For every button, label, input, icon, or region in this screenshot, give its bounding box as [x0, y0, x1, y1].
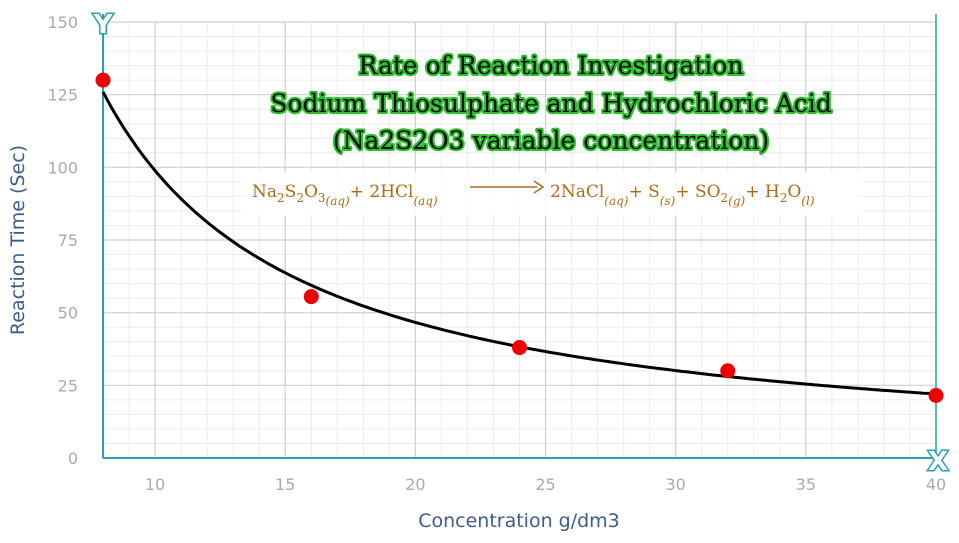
- equation-reactants: Na2​S2​O3(aq)​+ 2HCl(aq)​: [252, 182, 438, 208]
- y-tick-label: 125: [47, 86, 78, 105]
- x-tick-labels: 10 15 20 25 30 35 40: [145, 475, 946, 494]
- chemical-equation: Na2​S2​O3(aq)​+ 2HCl(aq)​2NaCl(aq)​+ S(s…: [243, 172, 861, 216]
- equation-term: + S: [628, 182, 659, 202]
- x-tick-label: 10: [145, 475, 165, 494]
- equation-term: Na: [252, 182, 277, 202]
- data-points: [95, 72, 944, 404]
- y-tick-label: 0: [68, 449, 78, 468]
- data-point: [95, 72, 111, 88]
- x-tick-label: 20: [405, 475, 425, 494]
- equation-state: (g): [728, 194, 745, 208]
- equation-term: O: [304, 182, 318, 202]
- equation-state: (aq): [413, 194, 438, 208]
- equation-subscript: 2: [721, 191, 729, 205]
- chart-title-line: (Na2S2O3 variable concentration): [333, 126, 769, 155]
- equation-term: + SO: [675, 182, 720, 202]
- equation-term: + 2HCl: [350, 182, 414, 202]
- equation-subscript: 2: [296, 191, 304, 205]
- chart-title: Rate of Reaction Investigation Sodium Thi…: [268, 49, 833, 157]
- x-tick-label: 15: [275, 475, 295, 494]
- equation-state: (l): [801, 194, 815, 208]
- x-tick-label: 35: [796, 475, 816, 494]
- x-axis-handle-icon: X: [928, 447, 948, 477]
- chart-title-line: Rate of Reaction Investigation: [359, 51, 744, 80]
- equation-products: 2NaCl(aq)​+ S(s)​+ SO2(g)​+ H2​O(l)​: [550, 182, 815, 208]
- chart-title-line: Sodium Thiosulphate and Hydrochloric Aci…: [270, 89, 831, 118]
- equation-term: 2NaCl: [550, 182, 604, 202]
- y-tick-label: 150: [47, 13, 78, 32]
- equation-state: (aq): [604, 194, 629, 208]
- equation-subscript: 3: [318, 191, 326, 205]
- data-point: [720, 363, 736, 379]
- x-tick-label: 25: [535, 475, 555, 494]
- equation-state: (aq): [326, 194, 351, 208]
- equation-arrowhead: [533, 180, 545, 194]
- data-point: [928, 388, 944, 404]
- data-point: [303, 289, 319, 305]
- data-point: [512, 340, 527, 356]
- y-axis-title: Reaction Time (Sec): [7, 145, 29, 335]
- equation-state: (s): [660, 194, 676, 208]
- y-axis-handle-icon: Y: [93, 10, 114, 40]
- y-tick-label: 100: [47, 158, 78, 177]
- y-tick-label: 75: [58, 231, 78, 250]
- equation-term: + H: [745, 182, 779, 202]
- equation-background: [243, 172, 861, 216]
- equation-subscript: 2: [277, 191, 285, 205]
- plot-frame: [102, 14, 937, 459]
- equation-term: S: [285, 182, 297, 202]
- equation-term: O: [787, 182, 801, 202]
- x-tick-label: 40: [926, 475, 946, 494]
- axis-handles: YX: [91, 9, 949, 479]
- x-axis-title: Concentration g/dm3: [418, 510, 620, 532]
- y-tick-labels: 0 25 50 75 100 125 150: [47, 13, 78, 468]
- y-tick-label: 50: [58, 304, 78, 323]
- equation-subscript: 2: [780, 191, 788, 205]
- x-tick-label: 30: [666, 475, 686, 494]
- y-tick-label: 25: [58, 376, 78, 395]
